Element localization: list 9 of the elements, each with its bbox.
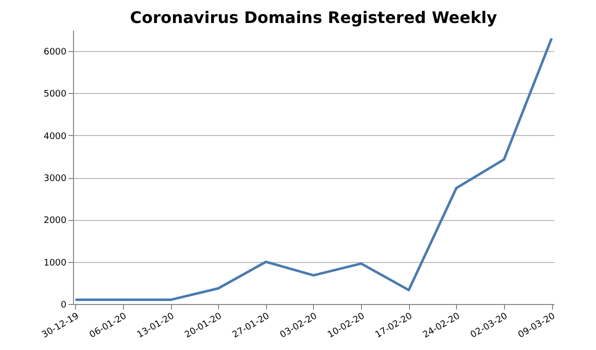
line-series: [74, 37, 553, 302]
y-tick-label: 2000: [44, 216, 67, 226]
y-tick-label: 4000: [44, 132, 67, 142]
y-tick-label: 5000: [44, 90, 67, 100]
chart-title: Coronavirus Domains Registered Weekly: [130, 8, 498, 27]
y-tick-label: 6000: [44, 48, 67, 58]
y-tick-label: 1000: [44, 258, 67, 268]
y-tick-label: 0: [60, 300, 67, 310]
y-tick-label: 3000: [44, 174, 67, 184]
